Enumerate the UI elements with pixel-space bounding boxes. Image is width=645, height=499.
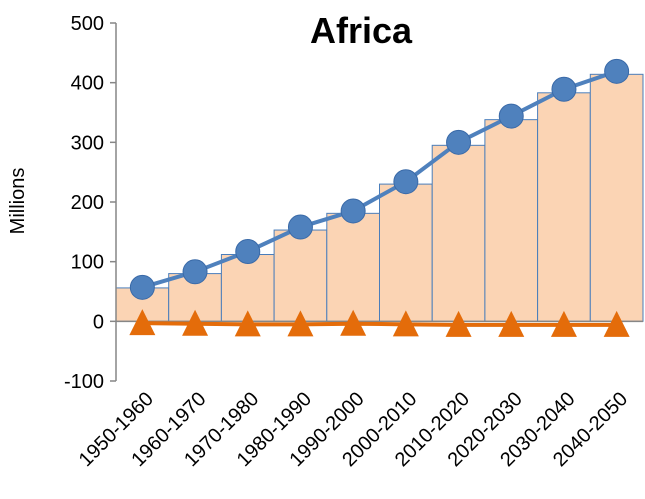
series-2-point [234,310,261,337]
series-1-point [498,103,524,129]
y-tick-label: -100 [64,371,104,393]
series-1-point [551,76,577,102]
y-ticks-group: -100 0 100 200 300 400 500 [64,13,116,393]
series-1-point [604,58,630,84]
series-1-point [235,239,261,265]
series-2-point [550,310,577,337]
series-2-point [392,310,419,337]
series-2-point [445,310,472,337]
x-labels-group: 1950-19601960-19701970-19801980-19901990… [75,388,632,471]
bar [273,229,328,322]
series-2-point [498,310,525,337]
series-2-line [142,321,617,327]
series-markers-group [129,58,630,337]
bar [589,73,644,322]
series-2-point [182,309,209,336]
series-2-point [340,309,367,336]
y-tick-label: 200 [71,192,104,214]
y-tick-label: 400 [71,73,104,95]
series-2-point [287,310,314,337]
y-tick-label: 500 [71,13,104,35]
y-axis-title: Millions [7,168,29,235]
series-1-line [141,69,618,290]
y-tick-label: 300 [71,132,104,154]
series-1-point [182,259,208,285]
chart-title: Africa [310,10,413,51]
bar [379,183,433,322]
series-1-point [129,274,155,300]
bar [537,92,591,322]
y-tick-label: 100 [71,252,104,274]
bar [484,119,539,322]
bar [326,212,380,322]
series-1-point [393,169,419,195]
bar [431,144,486,322]
series-1-point [446,129,472,155]
series-lines-group [141,69,618,327]
y-tick-label: 0 [93,311,104,333]
series-2-point [129,309,156,336]
series-2-point [603,310,630,337]
bars-group [115,73,644,322]
series-1-point [340,198,366,224]
series-1-point [287,214,313,240]
